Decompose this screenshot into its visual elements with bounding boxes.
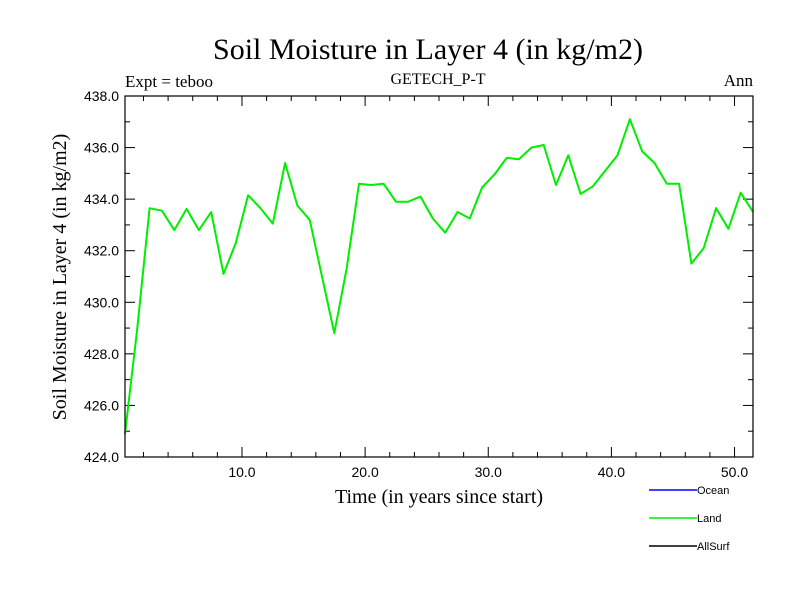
plot-frame [124, 95, 754, 458]
x-tick-label: 30.0 [475, 464, 502, 480]
tick-marks [125, 95, 753, 458]
experiment-label: Expt = teboo [125, 72, 213, 91]
y-tick-label: 426.0 [84, 397, 119, 413]
x-tick-label: 50.0 [721, 464, 748, 480]
y-tick-label: 432.0 [84, 243, 119, 259]
x-axis-label: Time (in years since start) [335, 486, 543, 508]
y-tick-label: 428.0 [84, 346, 119, 362]
chart-title: Soil Moisture in Layer 4 (in kg/m2) [213, 33, 643, 66]
y-tick-label: 438.0 [84, 88, 119, 104]
y-axis-label: Soil Moisture in Layer 4 (in kg/m2) [49, 134, 71, 421]
y-tick-label: 434.0 [84, 191, 119, 207]
y-tick-label: 424.0 [84, 449, 119, 465]
series-line-land [124, 118, 754, 434]
x-tick-label: 40.0 [598, 464, 625, 480]
x-tick-label: 10.0 [228, 464, 255, 480]
legend-label-land: Land [697, 513, 721, 525]
y-tick-labels: 424.0 426.0 428.0 430.0 432.0 434.0 436.0 438.0 [84, 88, 119, 465]
y-tick-label: 436.0 [84, 140, 119, 156]
chart-subtitle: GETECH_P-T [390, 71, 485, 88]
period-label: Ann [724, 71, 754, 90]
y-tick-label: 430.0 [84, 294, 119, 310]
x-tick-label: 20.0 [351, 464, 378, 480]
legend: Ocean Land AllSurf [649, 485, 730, 553]
legend-label-ocean: Ocean [697, 485, 729, 497]
series-lines [124, 118, 754, 434]
legend-label-allsurf: AllSurf [697, 541, 730, 553]
x-tick-labels: 10.0 20.0 30.0 40.0 50.0 [228, 464, 748, 480]
